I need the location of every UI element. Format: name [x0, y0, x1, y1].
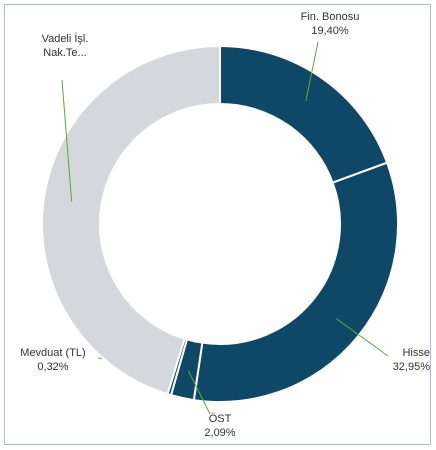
leader-line — [336, 318, 389, 357]
category-label: Vadeli İşl. Nak.Te... — [41, 33, 89, 59]
value-label: 0,32% — [37, 361, 69, 373]
value-label: 19,40% — [311, 25, 349, 37]
category-label: Hisse — [402, 347, 430, 359]
value-label: 32,95% — [392, 361, 430, 373]
value-label: 2,09% — [204, 427, 236, 439]
category-label: ÖST — [208, 413, 232, 425]
leader-line — [305, 41, 319, 102]
leader-line — [61, 79, 73, 202]
category-label: Fin. Bonosu — [300, 11, 360, 23]
donut-segment — [192, 161, 399, 403]
donut-segment — [219, 44, 389, 184]
donut-segment — [41, 44, 221, 396]
category-label: Mevduat (TL) — [20, 347, 86, 359]
frame — [4, 4, 431, 445]
leader-line — [187, 370, 211, 415]
